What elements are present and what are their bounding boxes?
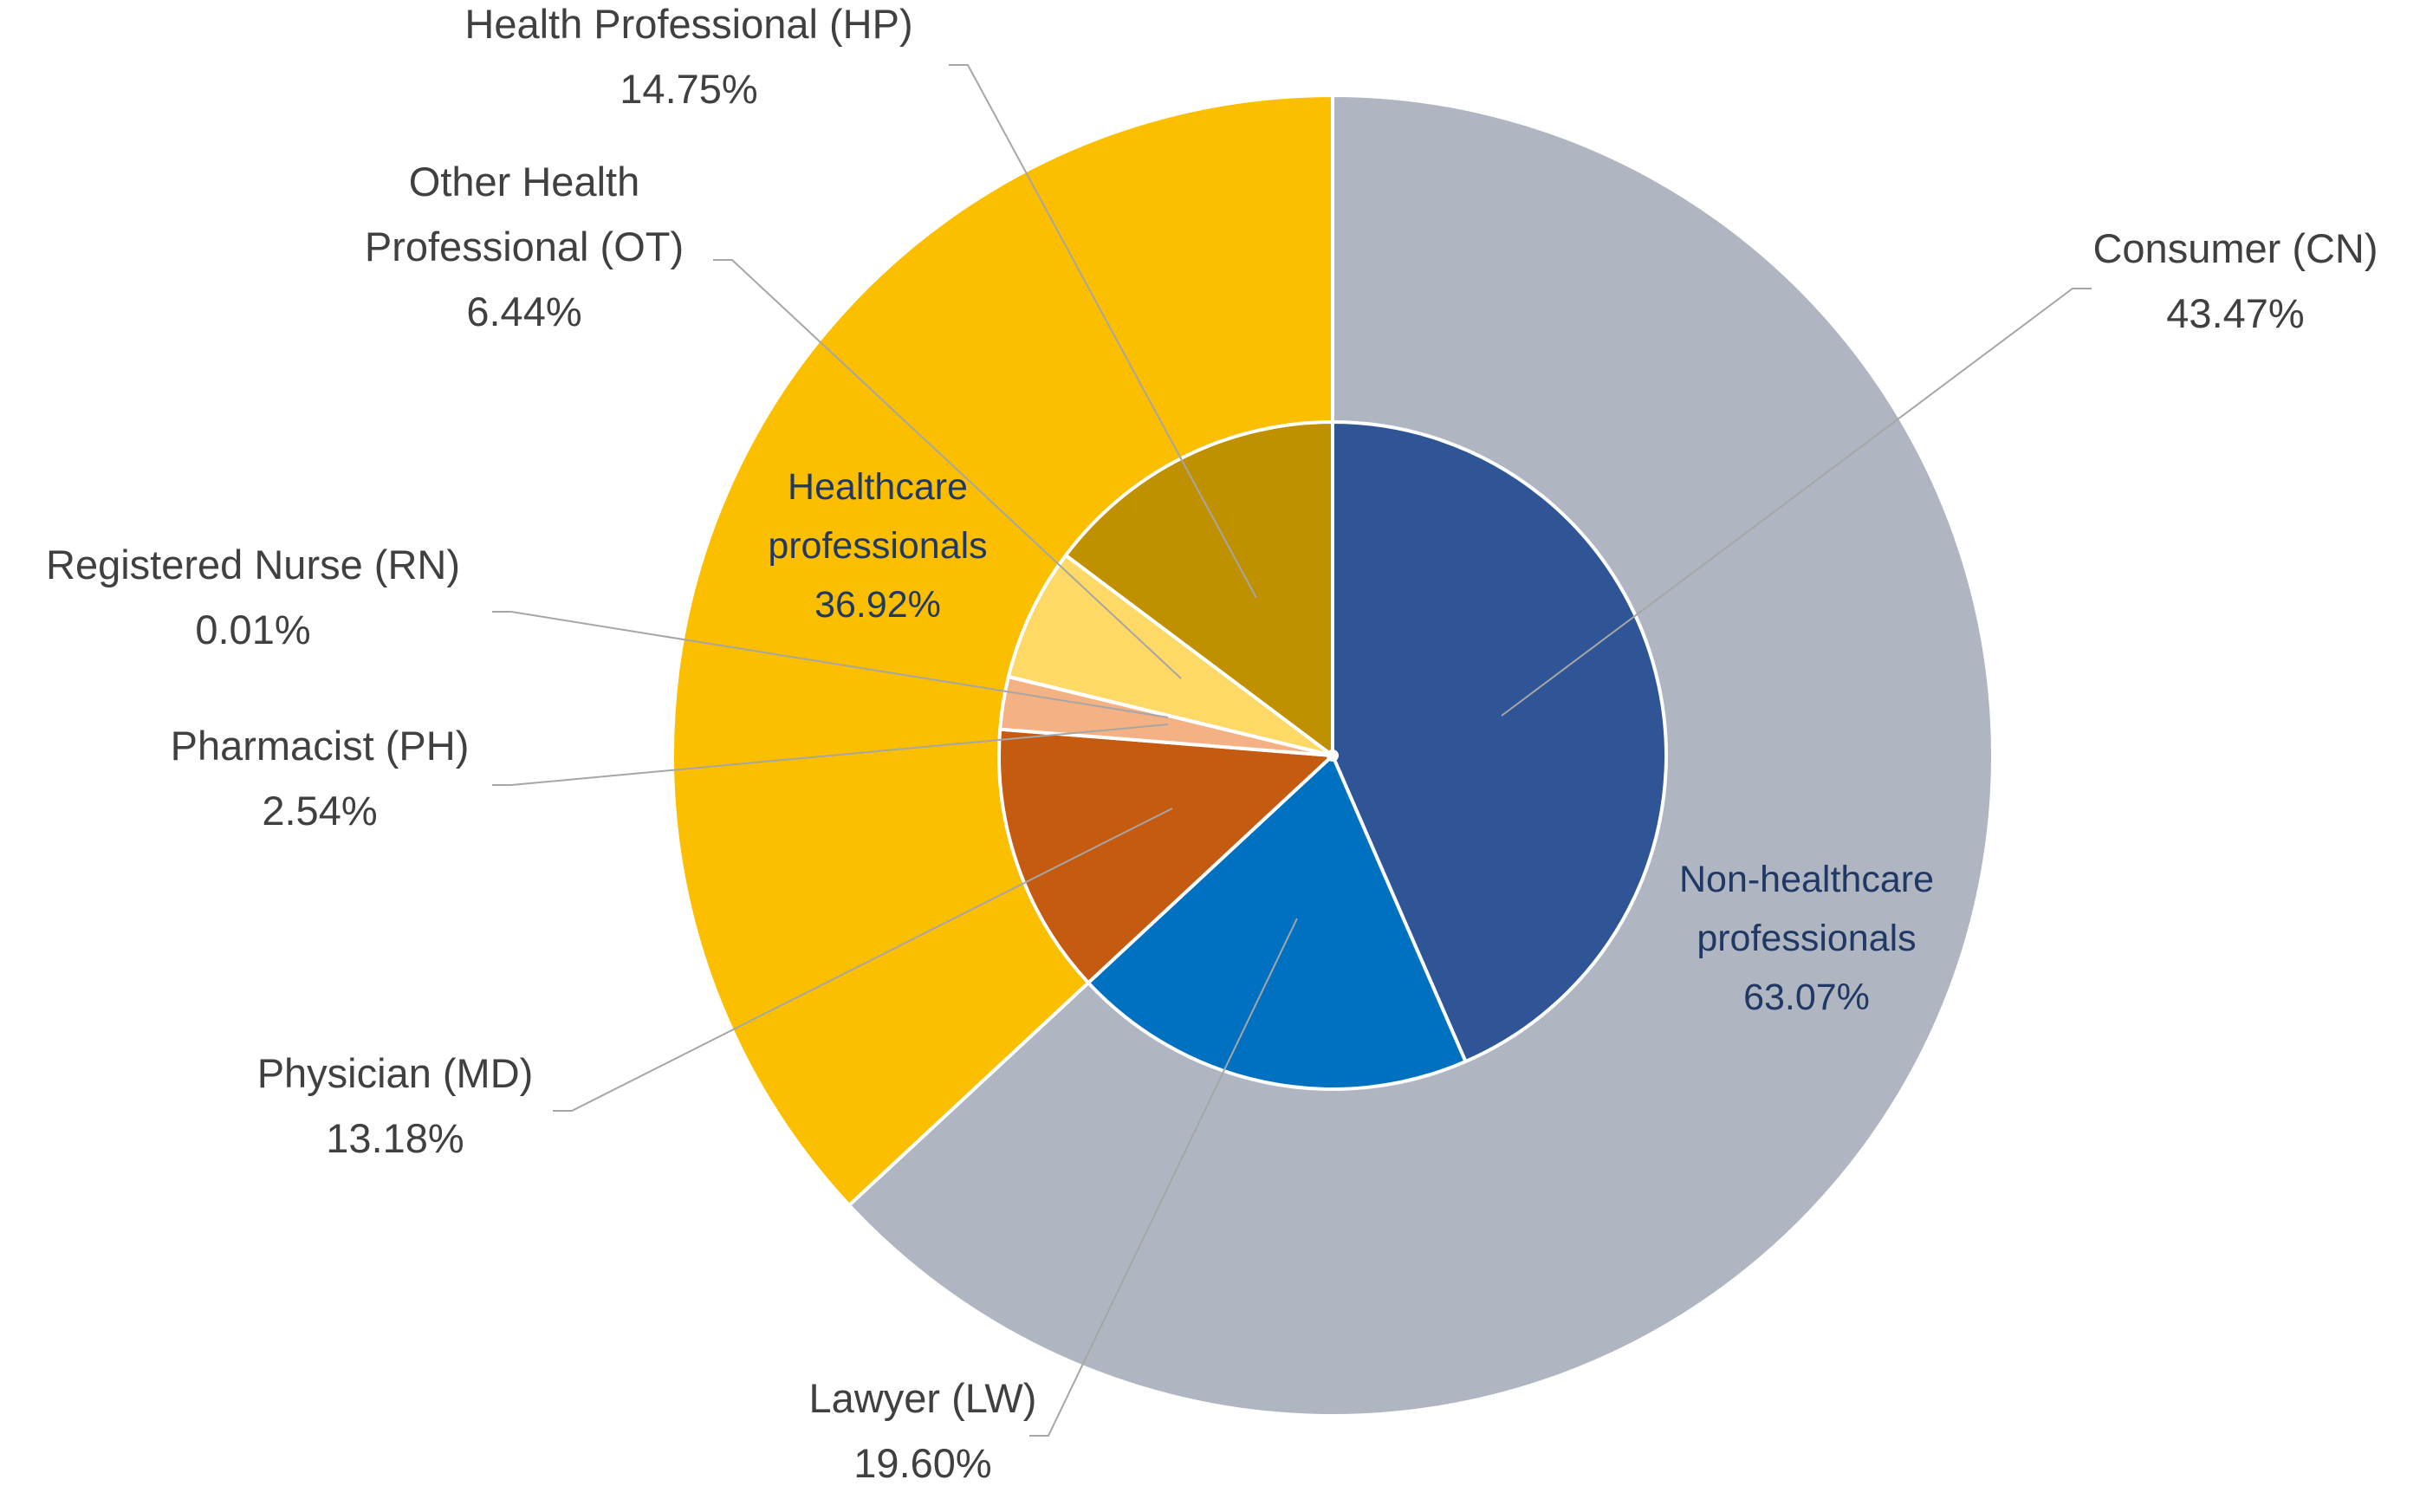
label-non-healthcare-professionals: Non-healthcare professionals 63.07% (1679, 859, 1934, 1018)
label-healthcare-professionals: Healthcare professionals 36.92% (768, 466, 987, 626)
label-line-other-health-professional-ot-1: Other Health (409, 159, 639, 204)
label-physician-md: Physician (MD) 13.18% (257, 1050, 534, 1161)
slice-health-professional-hp (1064, 420, 1334, 757)
label-line-non-healthcare-professionals-3: 63.07% (1743, 977, 1870, 1018)
leader-line-consumer-cn (1501, 288, 2092, 717)
leader-lines (492, 64, 2092, 1437)
leader-line-other-health-professional-ot (713, 259, 1182, 679)
slice-labels: Health Professional (HP) 14.75% Other Heal… (46, 1, 2378, 1486)
label-line-non-healthcare-professionals-1: Non-healthcare (1679, 859, 1934, 900)
label-line-physician-md-2: 13.18% (326, 1115, 464, 1161)
label-lawyer-lw: Lawyer (LW) 19.60% (809, 1375, 1037, 1486)
slice-lawyer-lw (1087, 754, 1468, 1091)
label-line-registered-nurse-rn-1: Registered Nurse (RN) (46, 542, 460, 587)
label-line-non-healthcare-professionals-2: professionals (1697, 918, 1916, 959)
slice-consumer-cn (1331, 420, 1668, 1064)
leader-line-physician-md (553, 808, 1173, 1112)
slice-healthcare-professionals-outer (671, 94, 1334, 1207)
label-registered-nurse-rn: Registered Nurse (RN) 0.01% (46, 542, 460, 652)
label-line-other-health-professional-ot-3: 6.44% (466, 289, 581, 334)
slice-physician-md (997, 727, 1334, 985)
label-health-professional-hp: Health Professional (HP) 14.75% (464, 1, 912, 112)
label-consumer-cn: Consumer (CN) 43.47% (2092, 225, 2378, 336)
label-line-lawyer-lw-1: Lawyer (LW) (809, 1375, 1037, 1421)
label-line-physician-md-1: Physician (MD) (257, 1050, 534, 1096)
label-line-pharmacist-ph-1: Pharmacist (PH) (171, 723, 470, 769)
label-line-consumer-cn-1: Consumer (CN) (2092, 225, 2378, 271)
inner-ring (997, 420, 1668, 1091)
label-line-health-professional-hp-1: Health Professional (HP) (464, 1, 912, 47)
label-line-healthcare-professionals-1: Healthcare (788, 466, 968, 508)
center-dot (1327, 750, 1339, 762)
label-line-healthcare-professionals-3: 36.92% (814, 584, 941, 626)
label-line-health-professional-hp-2: 14.75% (620, 66, 757, 112)
label-pharmacist-ph: Pharmacist (PH) 2.54% (171, 723, 470, 834)
leader-line-registered-nurse-rn (492, 611, 1169, 718)
label-line-consumer-cn-2: 43.47% (2166, 290, 2304, 336)
label-other-health-professional-ot: Other Health Professional (OT) 6.44% (365, 159, 684, 334)
slice-other-health-professional-ot (1006, 553, 1334, 757)
label-line-lawyer-lw-2: 19.60% (853, 1440, 991, 1486)
leader-line-pharmacist-ph (492, 724, 1169, 786)
label-line-other-health-professional-ot-2: Professional (OT) (365, 224, 684, 269)
label-line-pharmacist-ph-2: 2.54% (262, 788, 377, 834)
leader-line-lawyer-lw (1029, 918, 1298, 1437)
label-line-registered-nurse-rn-2: 0.01% (195, 607, 310, 652)
leader-line-health-professional-hp (949, 64, 1257, 599)
label-line-healthcare-professionals-2: professionals (768, 525, 987, 567)
